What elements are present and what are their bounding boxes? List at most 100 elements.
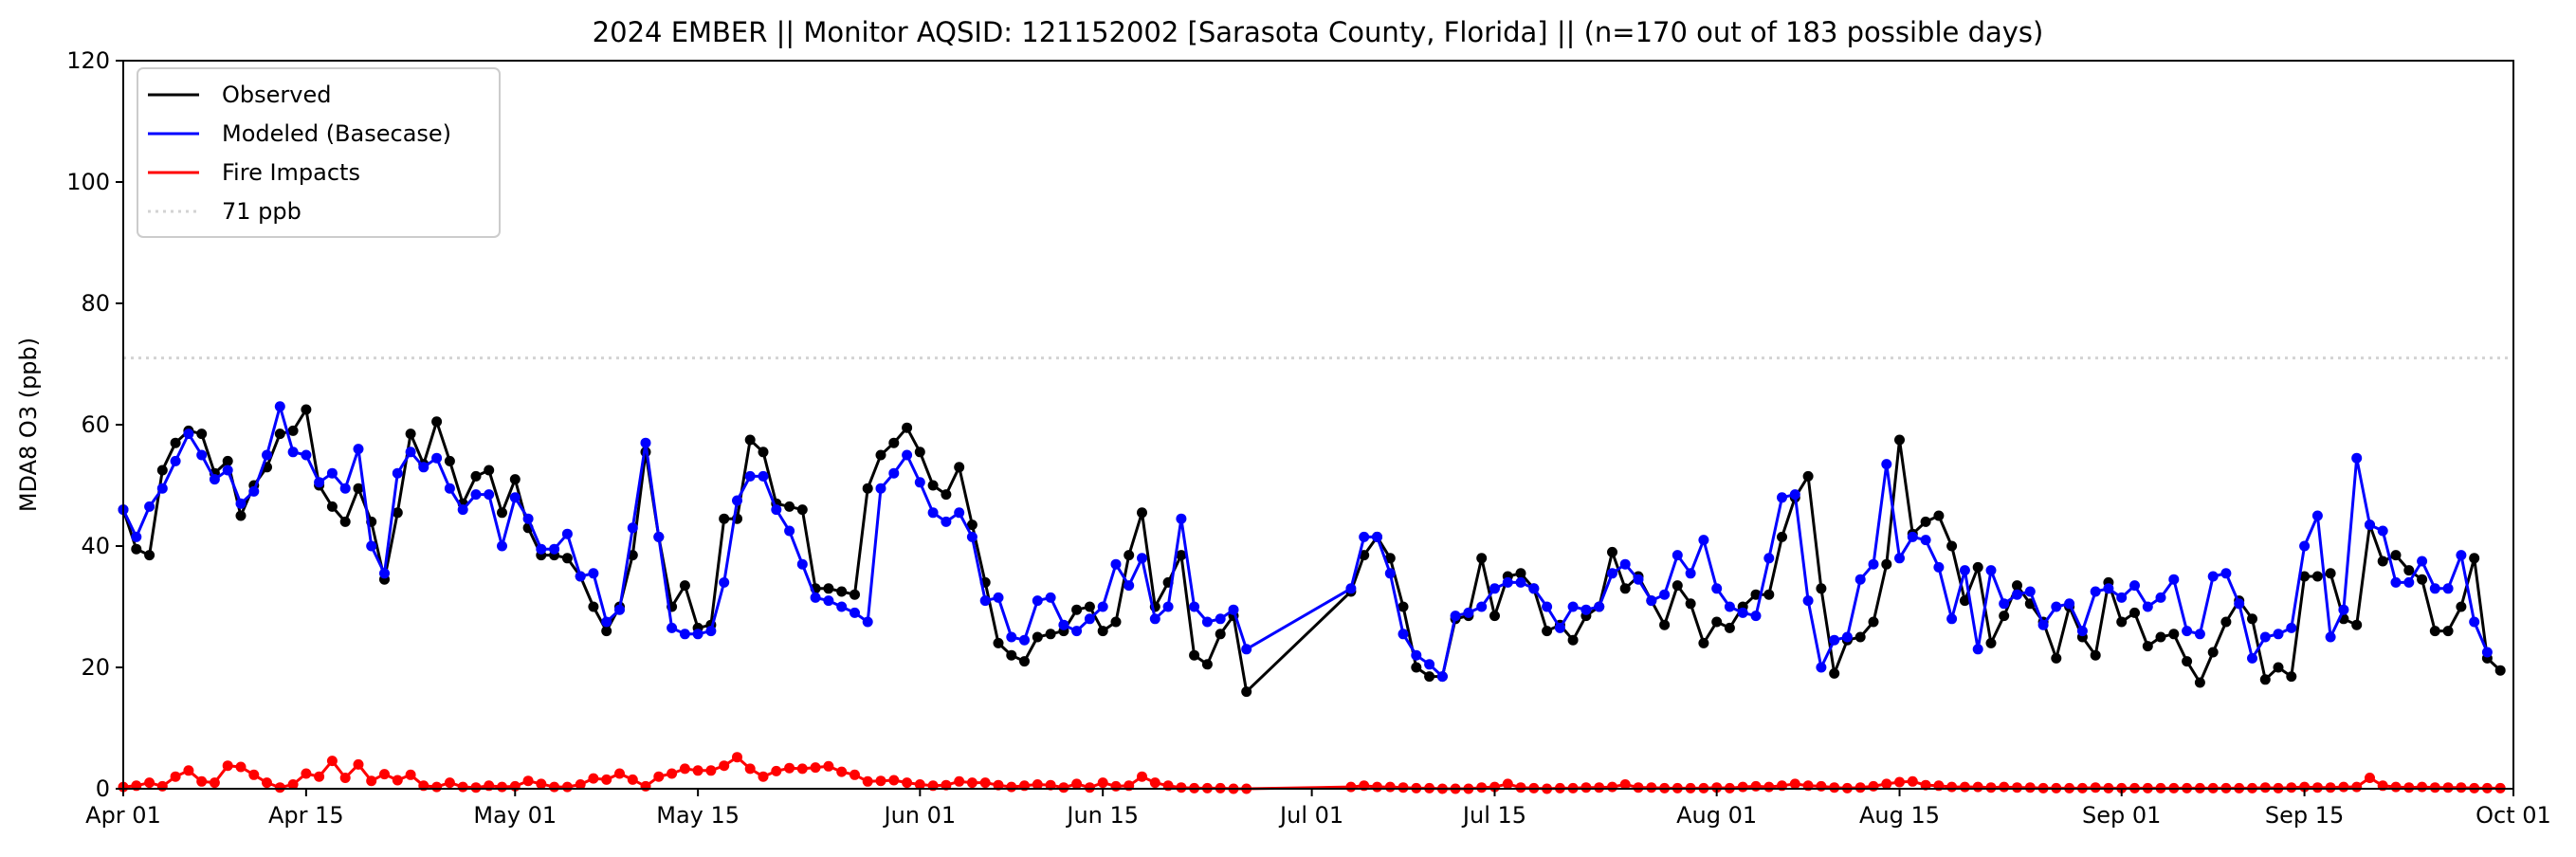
data-point [2012, 782, 2022, 793]
data-point [248, 485, 260, 497]
data-point [1084, 782, 1095, 793]
data-point [2051, 601, 2062, 612]
data-point [497, 507, 507, 519]
data-point [823, 595, 834, 607]
data-point [1972, 781, 1983, 793]
data-point [575, 779, 586, 790]
data-point [326, 501, 338, 512]
data-point [509, 492, 521, 503]
data-point [484, 489, 495, 501]
data-point [862, 483, 873, 494]
data-point [888, 437, 900, 448]
data-point [705, 765, 717, 776]
data-point [1424, 671, 1435, 683]
data-point [2012, 589, 2022, 600]
data-point [2351, 619, 2363, 630]
data-point [248, 769, 260, 780]
data-point [575, 571, 586, 582]
data-point [301, 449, 312, 461]
data-point [1985, 782, 1997, 793]
data-point [1345, 781, 1357, 793]
data-point [196, 775, 208, 787]
data-point [2469, 553, 2480, 564]
data-point [2090, 649, 2101, 661]
x-tick-label: Jul 15 [1461, 802, 1526, 829]
data-point [1411, 649, 1422, 661]
data-point [2194, 677, 2205, 688]
data-point [301, 404, 312, 415]
data-point [2311, 510, 2323, 521]
data-point [301, 768, 312, 779]
legend-label: Fire Impacts [222, 159, 360, 186]
data-point [758, 470, 769, 482]
data-point [1619, 583, 1631, 594]
data-point [627, 774, 638, 785]
data-point [1124, 580, 1135, 592]
data-point [262, 449, 272, 461]
data-point [326, 467, 338, 479]
data-point [1999, 781, 2010, 793]
data-point [1436, 671, 1448, 683]
legend: Observed Modeled (Basecase) Fire Impacts 71… [137, 67, 501, 238]
data-point [2051, 652, 2062, 664]
data-point [1215, 629, 1226, 640]
data-point [1006, 631, 1017, 643]
data-point [1607, 546, 1617, 557]
data-point [353, 483, 364, 494]
data-point [470, 489, 482, 501]
data-point [2442, 782, 2454, 793]
data-point [692, 765, 703, 776]
data-point [1763, 781, 1775, 793]
data-point [2037, 619, 2049, 630]
data-point [2142, 641, 2153, 652]
data-point [353, 758, 364, 770]
chart-title: 2024 EMBER || Monitor AQSID: 121152002 [… [593, 16, 2044, 48]
data-point [1672, 550, 1683, 561]
data-point [2403, 782, 2415, 793]
data-point [1097, 601, 1108, 612]
data-point [470, 782, 482, 793]
data-point [144, 550, 155, 561]
data-point [170, 455, 181, 466]
data-point [993, 779, 1004, 791]
data-point [784, 501, 795, 512]
data-point [758, 447, 769, 458]
data-point [536, 778, 547, 790]
data-point [1398, 782, 1409, 793]
data-point [614, 604, 625, 615]
data-point [2129, 607, 2140, 618]
data-point [287, 425, 299, 436]
data-point [2090, 782, 2101, 793]
data-point [902, 777, 913, 789]
data-point [497, 540, 507, 552]
data-point [522, 513, 534, 524]
data-point [196, 428, 208, 440]
data-point [405, 428, 416, 440]
series-group [118, 401, 2506, 794]
data-point [588, 773, 599, 784]
data-point [1045, 779, 1056, 791]
data-point [1750, 589, 1762, 600]
data-point [1959, 595, 1970, 607]
data-point [1972, 644, 1983, 655]
data-point [2247, 613, 2257, 625]
data-point [1802, 470, 1814, 482]
data-point [2325, 631, 2336, 643]
data-point [2247, 652, 2257, 664]
data-point [1999, 598, 2010, 610]
data-point [954, 462, 965, 473]
data-point [823, 760, 834, 772]
data-point [1515, 576, 1526, 588]
data-point [431, 416, 443, 428]
series-line [121, 408, 2502, 694]
data-point [796, 763, 808, 775]
legend-label: Observed [222, 82, 331, 108]
data-point [1384, 553, 1396, 564]
data-point [1110, 558, 1122, 570]
data-point [457, 504, 468, 516]
data-point [2494, 665, 2506, 676]
data-point [993, 637, 1004, 648]
x-tick-label: Apr 15 [268, 802, 344, 829]
data-point [588, 568, 599, 579]
data-point [2390, 550, 2402, 561]
